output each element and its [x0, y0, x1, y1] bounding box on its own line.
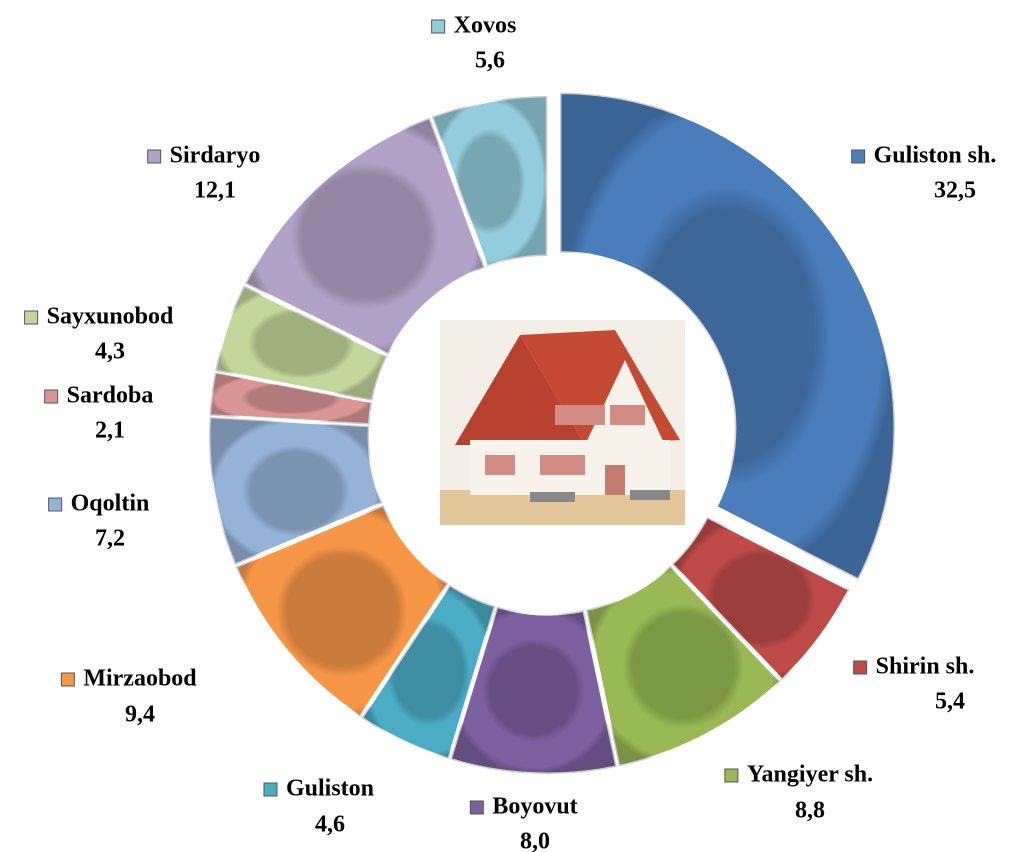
legend-label: Sirdaryo — [170, 143, 261, 169]
legend-marker — [853, 660, 868, 675]
legend-marker — [44, 389, 59, 404]
legend-label: Yangiyer sh. — [747, 762, 873, 788]
legend-marker — [263, 782, 278, 797]
value-label: 4,3 — [95, 339, 125, 365]
value-label: 9,4 — [125, 702, 155, 728]
legend-marker — [24, 310, 39, 325]
legend-label: Guliston sh. — [874, 143, 997, 169]
value-label: 32,5 — [934, 178, 976, 204]
legend-label: Boyovut — [492, 794, 577, 820]
house-picture — [440, 320, 685, 525]
value-label: 5,6 — [475, 48, 505, 74]
value-label: 12,1 — [194, 178, 236, 204]
legend-marker — [469, 800, 484, 815]
value-label: 8,8 — [795, 798, 825, 824]
legend-marker — [431, 19, 446, 34]
legend-label: Sayxunobod — [47, 304, 174, 330]
legend-marker — [60, 672, 75, 687]
value-label: 7,2 — [95, 526, 125, 552]
legend-label: Oqoltin — [71, 491, 150, 517]
legend-marker — [724, 768, 739, 783]
value-label: 8,0 — [520, 829, 550, 852]
legend-label: Xovos — [454, 13, 517, 39]
value-label: 5,4 — [935, 689, 965, 715]
legend-marker — [851, 149, 866, 164]
legend-label: Mirzaobod — [83, 666, 197, 692]
value-label: 4,6 — [315, 812, 345, 838]
legend-marker — [147, 149, 162, 164]
legend-marker — [48, 497, 63, 512]
legend-label: Shirin sh. — [876, 654, 975, 680]
legend-label: Guliston — [286, 776, 374, 802]
value-label: 2,1 — [95, 418, 125, 444]
legend-label: Sardoba — [67, 383, 154, 409]
labels: Guliston sh. 32,5 Shirin sh. 5,4 Yangiyer sh… — [24, 13, 997, 852]
